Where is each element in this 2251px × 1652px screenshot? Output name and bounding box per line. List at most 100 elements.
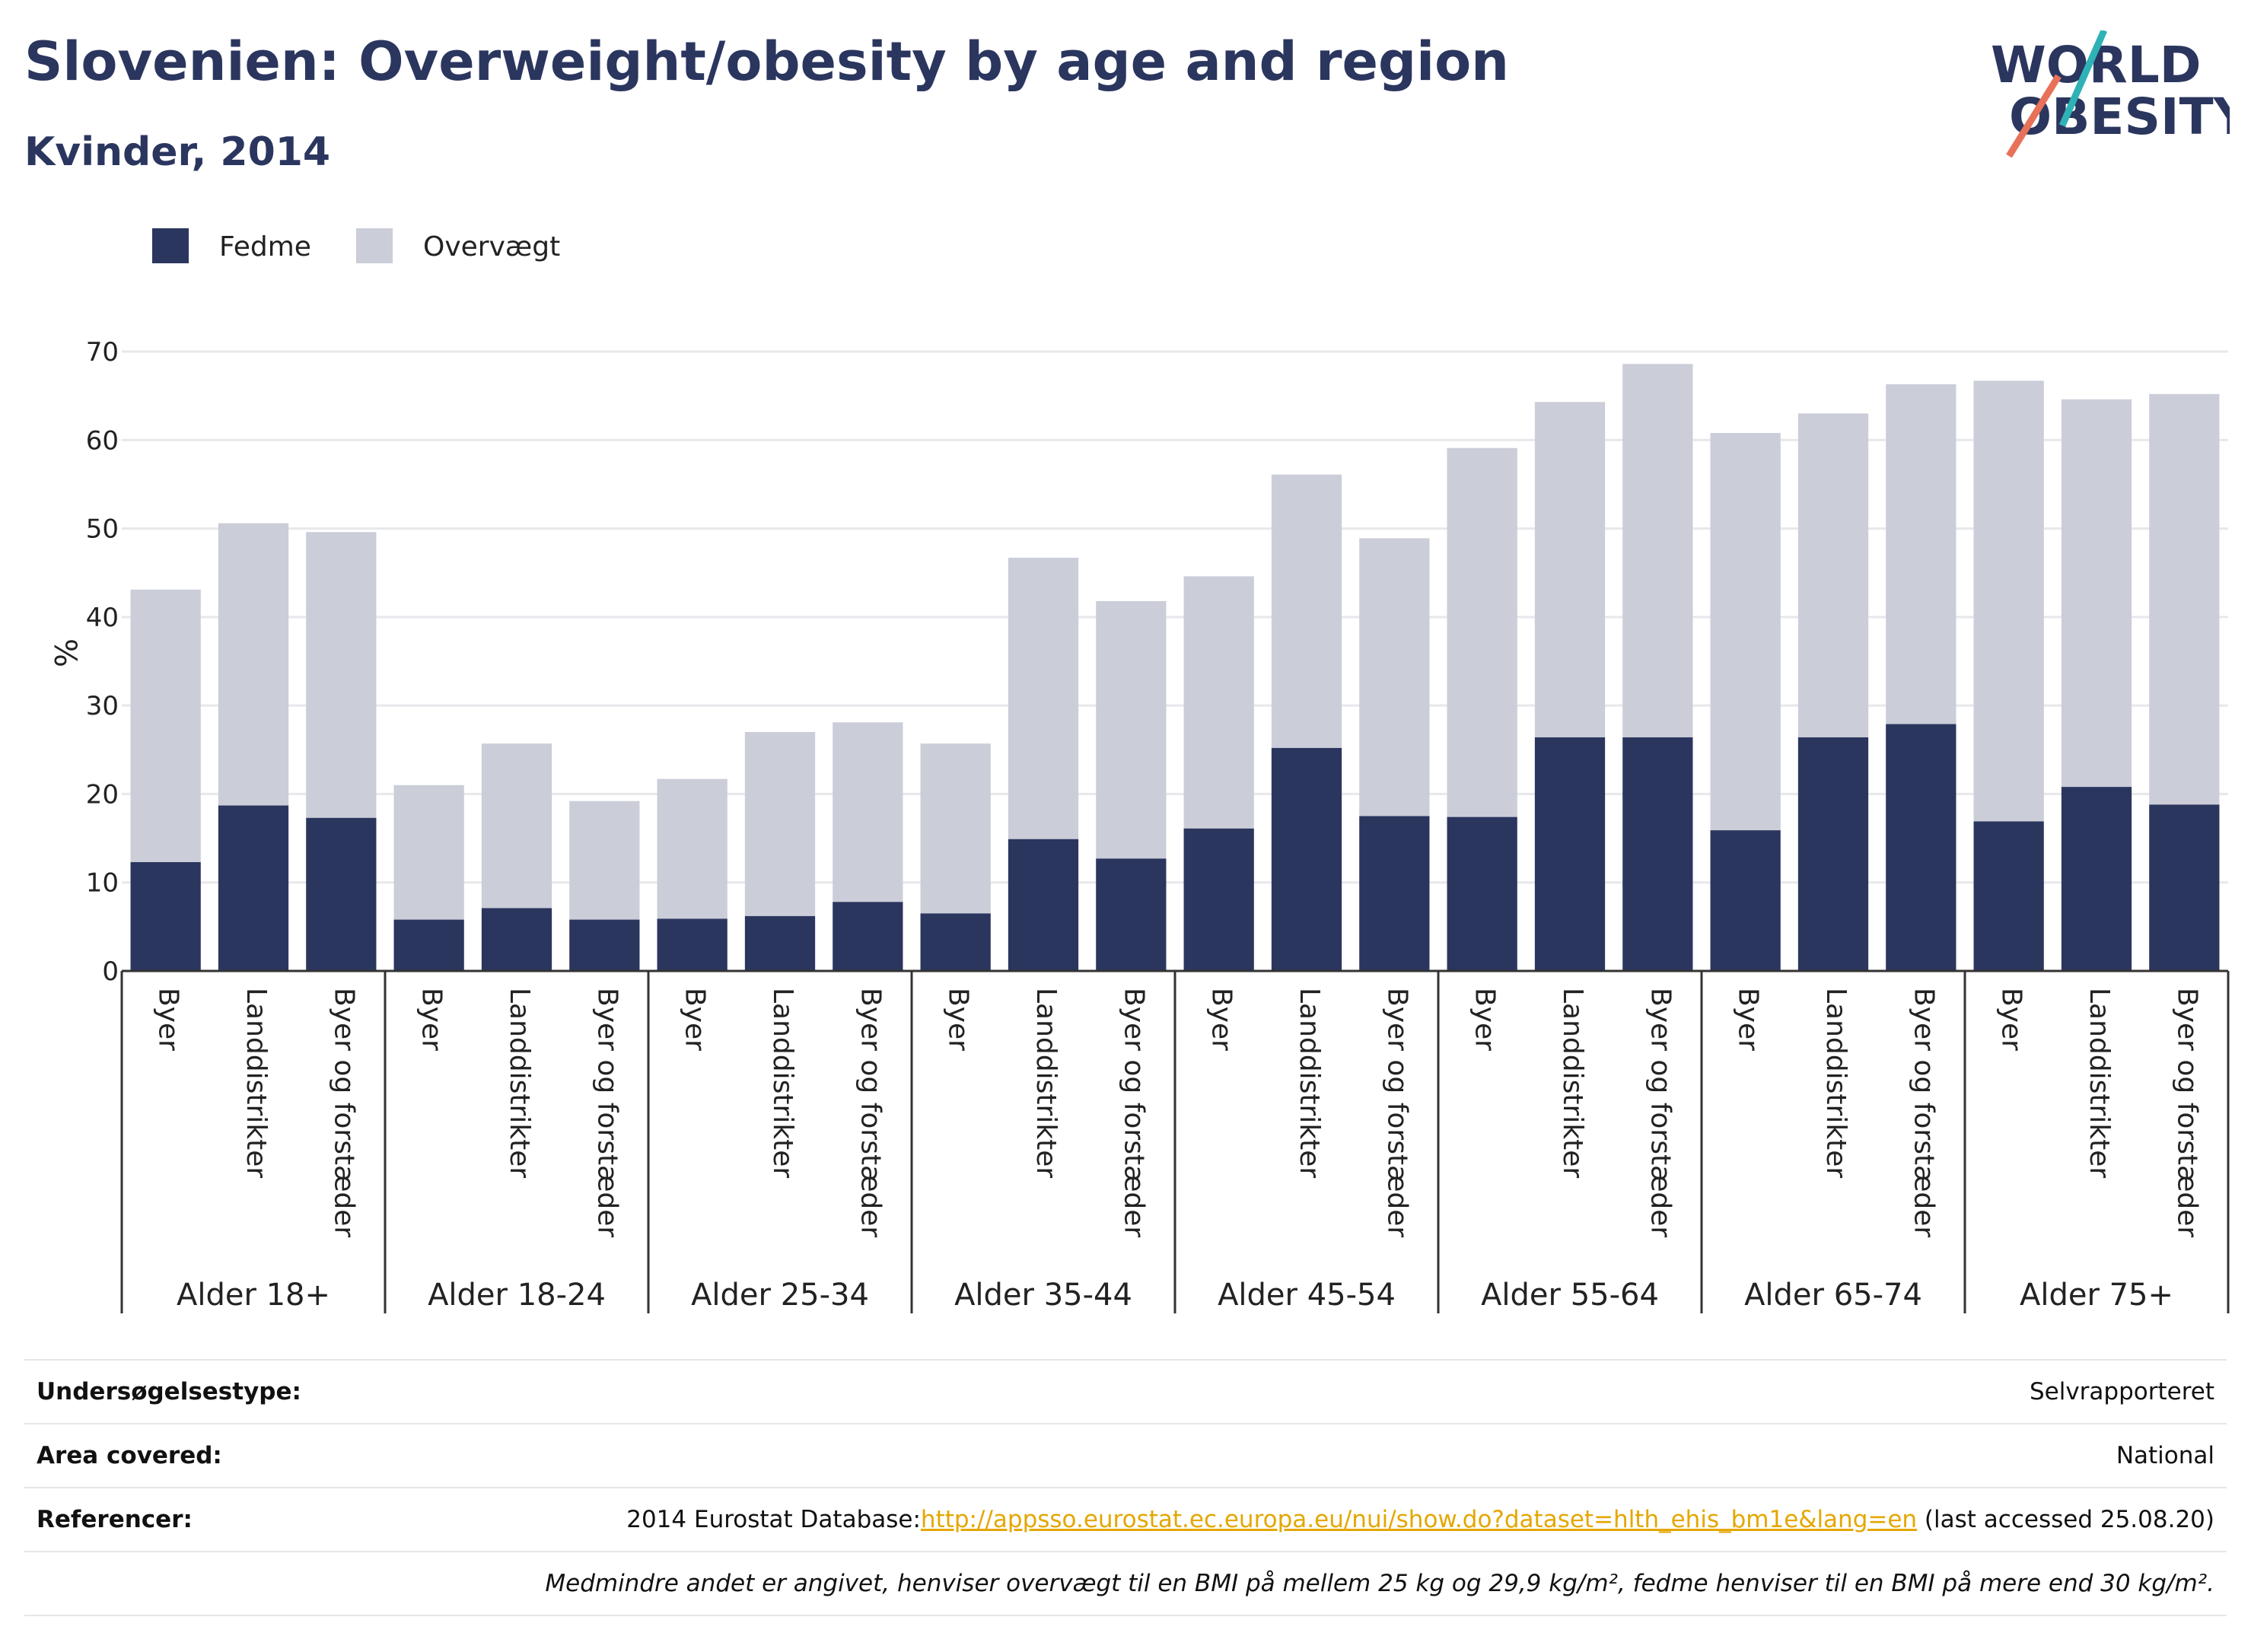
x-subcategory-label: Landdistrikter	[1557, 988, 1588, 1178]
area-covered-label: Area covered:	[37, 1442, 222, 1469]
area-covered-value: National	[2116, 1442, 2214, 1469]
info-table: Undersøgelsestype: Selvrapporteret Area …	[24, 1359, 2227, 1616]
x-subcategory-label: Landdistrikter	[1820, 988, 1851, 1178]
bar-overvaegt	[2061, 399, 2132, 788]
chart-subtitle: Kvinder, 2014	[24, 129, 331, 175]
x-group-label: Alder 65-74	[1744, 1278, 1922, 1313]
world-obesity-logo: WORLD OBESITY	[1991, 30, 2230, 158]
x-subcategory-label: Byer	[943, 988, 974, 1051]
bar-overvaegt	[306, 532, 377, 818]
reference-suffix: (last accessed 25.08.20)	[1917, 1506, 2214, 1533]
y-tick-label: 70	[86, 337, 119, 368]
bar-overvaegt	[1096, 600, 1167, 859]
bar-overvaegt	[1183, 576, 1254, 829]
bar-fedme	[306, 817, 377, 971]
bar-fedme	[1096, 858, 1167, 971]
x-subcategory-label: Byer og forstæder	[1908, 988, 1939, 1237]
logo-slash-teal	[2058, 30, 2108, 127]
y-tick-label: 10	[86, 868, 119, 899]
bar-fedme	[744, 915, 816, 971]
bar-overvaegt	[920, 743, 991, 914]
legend-label: Overvægt	[423, 231, 560, 263]
bar-fedme	[569, 919, 640, 971]
bar-overvaegt	[744, 732, 816, 916]
bar-overvaegt	[1797, 413, 1869, 738]
x-subcategory-label: Byer og forstæder	[328, 988, 359, 1237]
x-subcategory-label: Byer og forstæder	[1118, 988, 1149, 1237]
x-group-label: Alder 75+	[2020, 1278, 2173, 1313]
bar-overvaegt	[1447, 447, 1517, 817]
x-subcategory-label: Byer	[416, 988, 447, 1051]
bar-overvaegt	[393, 785, 464, 920]
bar-overvaegt	[481, 743, 552, 909]
survey-type-value: Selvrapporteret	[2029, 1378, 2214, 1405]
y-axis-label: %	[47, 638, 82, 667]
chart-title: Slovenien: Overweight/obesity by age and…	[24, 30, 1510, 93]
x-group-label: Alder 25-34	[691, 1278, 869, 1313]
legend-label: Fedme	[219, 231, 311, 263]
x-subcategory-label: Byer	[1733, 988, 1764, 1051]
bar-overvaegt	[130, 589, 201, 862]
y-tick-label: 0	[102, 957, 119, 987]
bar-fedme	[833, 902, 903, 971]
y-tick-label: 40	[86, 603, 119, 633]
x-group-label: Alder 18-24	[428, 1278, 606, 1313]
bar-overvaegt	[218, 523, 289, 806]
bar-fedme	[1534, 737, 1606, 971]
reference-link[interactable]: http://appsso.eurostat.ec.europa.eu/nui/…	[920, 1506, 1918, 1533]
x-subcategory-label: Landdistrikter	[767, 988, 798, 1178]
y-tick-label: 60	[86, 425, 119, 456]
x-subcategory-label: Byer	[1996, 988, 2027, 1051]
bar-fedme	[920, 913, 991, 971]
x-subcategory-label: Byer og forstæder	[2171, 988, 2202, 1237]
bar-overvaegt	[1534, 402, 1606, 738]
bar-overvaegt	[569, 801, 640, 920]
bar-overvaegt	[1710, 432, 1781, 831]
references-label: Referencer:	[37, 1506, 193, 1533]
x-group-label: Alder 18+	[177, 1278, 330, 1313]
x-subcategory-label: Byer og forstæder	[855, 988, 886, 1237]
x-subcategory-label: Landdistrikter	[1030, 988, 1062, 1178]
bar-overvaegt	[1973, 380, 2044, 822]
bar-overvaegt	[2149, 393, 2220, 805]
bar-overvaegt	[1271, 474, 1342, 748]
x-subcategory-label: Landdistrikter	[240, 988, 272, 1178]
x-subcategory-label: Byer og forstæder	[591, 988, 622, 1237]
bar-fedme	[1008, 839, 1079, 971]
x-group-label: Alder 55-64	[1481, 1278, 1659, 1313]
definition-note: Medmindre andet er angivet, henviser ove…	[545, 1570, 2214, 1597]
bar-fedme	[1710, 830, 1781, 971]
bar-fedme	[1271, 747, 1342, 971]
bar-overvaegt	[1008, 557, 1079, 839]
bar-fedme	[1183, 828, 1254, 971]
survey-type-label: Undersøgelsestype:	[37, 1378, 301, 1405]
bar-overvaegt	[1359, 538, 1430, 816]
bar-fedme	[218, 805, 289, 971]
bar-overvaegt	[1886, 384, 1956, 724]
reference-prefix: 2014 Eurostat Database:	[626, 1506, 921, 1533]
bar-fedme	[1447, 816, 1517, 971]
x-subcategory-label: Byer	[153, 988, 184, 1051]
bar-chart: 0 10 20 30 40 50 60 70% Fedme Overvægt Byer Landdis…	[47, 228, 2230, 1313]
x-subcategory-label: Byer	[680, 988, 711, 1051]
bar-overvaegt	[1622, 364, 1693, 738]
x-group-label: Alder 35-44	[954, 1278, 1132, 1313]
bar-fedme	[1886, 724, 1956, 971]
x-subcategory-label: Byer og forstæder	[1644, 988, 1676, 1237]
bar-fedme	[130, 861, 201, 971]
note-row: Medmindre andet er angivet, henviser ove…	[24, 1551, 2227, 1616]
bar-fedme	[481, 908, 552, 971]
x-subcategory-label: Byer	[1469, 988, 1501, 1051]
bar-fedme	[2149, 804, 2220, 971]
area-covered-row: Area covered: National	[24, 1423, 2227, 1487]
bar-fedme	[1359, 816, 1430, 971]
bar-fedme	[1973, 821, 2044, 971]
bar-fedme	[1797, 737, 1869, 971]
x-subcategory-label: Landdistrikter	[2084, 988, 2115, 1178]
bar-overvaegt	[833, 722, 903, 902]
bar-fedme	[1622, 737, 1693, 971]
bar-fedme	[393, 919, 464, 971]
y-tick-label: 20	[86, 779, 119, 810]
legend-swatch-overvaegt	[356, 228, 393, 263]
logo-slash-coral	[2006, 74, 2062, 158]
